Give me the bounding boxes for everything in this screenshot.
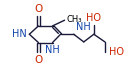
Text: O: O <box>34 55 43 65</box>
Text: HO: HO <box>109 47 124 57</box>
Text: HN: HN <box>12 29 26 39</box>
Text: CH₃: CH₃ <box>66 15 82 24</box>
Text: O: O <box>34 4 43 14</box>
Text: HO: HO <box>86 13 101 23</box>
Text: NH: NH <box>76 22 90 32</box>
Text: NH: NH <box>45 45 60 55</box>
